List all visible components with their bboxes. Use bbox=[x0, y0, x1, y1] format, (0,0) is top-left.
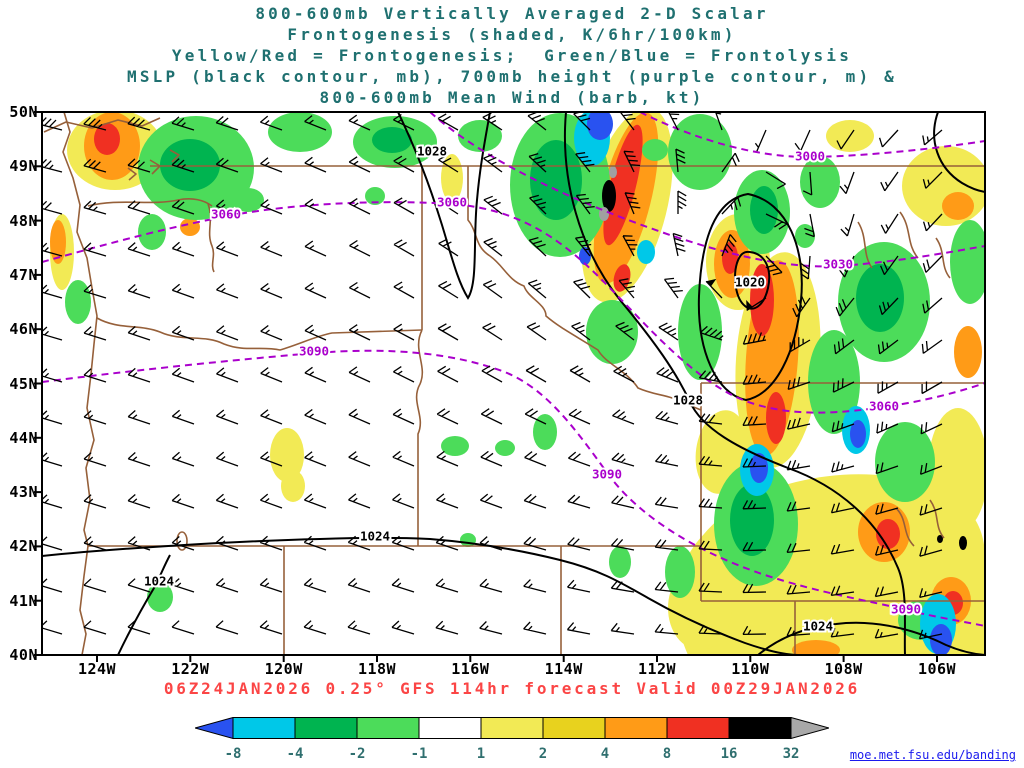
lon-label: 122W bbox=[171, 660, 210, 678]
goose-lake bbox=[176, 531, 188, 551]
title-line: Frontogenesis (shaded, K/6hr/100km) bbox=[287, 25, 737, 44]
lon-label: 112W bbox=[637, 660, 677, 678]
svg-text:4: 4 bbox=[601, 746, 609, 762]
lat-label: 43N bbox=[9, 483, 38, 502]
title-line: MSLP (black contour, mb), 700mb height (… bbox=[127, 67, 897, 86]
svg-text:3000: 3000 bbox=[795, 149, 825, 164]
lat-label: 45N bbox=[9, 374, 38, 393]
lat-label: 49N bbox=[9, 157, 38, 176]
puget-sound bbox=[207, 203, 215, 273]
svg-text:1024: 1024 bbox=[803, 619, 833, 634]
svg-text:-4: -4 bbox=[287, 746, 304, 762]
lon-label: 106W bbox=[917, 660, 957, 678]
lon-label: 124W bbox=[77, 660, 117, 678]
pacific-coastline bbox=[62, 112, 98, 655]
lat-label: 40N bbox=[9, 646, 38, 664]
svg-text:1024: 1024 bbox=[360, 529, 390, 544]
colorbar: -8 -4 -2 -1 1 2 4 8 16 32 bbox=[193, 716, 831, 768]
svg-text:-8: -8 bbox=[225, 746, 242, 762]
lon-label: 114W bbox=[544, 660, 583, 678]
title-line: Yellow/Red = Frontogenesis; Green/Blue =… bbox=[171, 46, 853, 65]
svg-text:3060: 3060 bbox=[869, 399, 899, 414]
lon-label: 118W bbox=[357, 660, 397, 678]
svg-text:3090: 3090 bbox=[299, 344, 329, 359]
contour-labels: 1028 1020 1028 1024 1024 1024 3000 3030 3060 3060… bbox=[142, 142, 923, 636]
colorbar-svg: -8 -4 -2 -1 1 2 4 8 16 32 bbox=[193, 716, 831, 762]
svg-text:1: 1 bbox=[477, 746, 485, 762]
vancouver-island-coast bbox=[43, 117, 161, 133]
lat-label: 42N bbox=[9, 537, 38, 556]
svg-text:3090: 3090 bbox=[592, 467, 622, 482]
id-mt-border bbox=[467, 166, 702, 411]
svg-text:1024: 1024 bbox=[144, 574, 174, 589]
svg-text:3090: 3090 bbox=[891, 602, 921, 617]
forecast-caption: 06Z24JAN2026 0.25° GFS 114hr forecast Va… bbox=[163, 679, 861, 698]
lon-label: 116W bbox=[451, 660, 490, 678]
svg-text:3060: 3060 bbox=[211, 207, 241, 222]
axis-ticks bbox=[34, 111, 938, 662]
svg-text:2: 2 bbox=[539, 746, 547, 762]
lon-label: 120W bbox=[264, 660, 303, 678]
lat-label: 50N bbox=[9, 103, 38, 121]
wind-barbs bbox=[42, 112, 943, 640]
lon-label: 108W bbox=[824, 660, 863, 678]
svg-text:3060: 3060 bbox=[437, 195, 467, 210]
lat-label: 48N bbox=[9, 211, 38, 230]
lat-label: 41N bbox=[9, 591, 38, 610]
svg-text:1028: 1028 bbox=[673, 393, 703, 408]
lat-label: 46N bbox=[9, 320, 38, 339]
title-block: 800-600mb Vertically Averaged 2-D Scalar… bbox=[0, 3, 1024, 108]
svg-text:32: 32 bbox=[783, 746, 800, 762]
svg-text:3030: 3030 bbox=[823, 257, 853, 272]
svg-text:16: 16 bbox=[721, 746, 738, 762]
wa-or-border-columbia bbox=[96, 317, 423, 351]
svg-text:-2: -2 bbox=[349, 746, 366, 762]
svg-text:8: 8 bbox=[663, 746, 671, 762]
height-contours bbox=[42, 112, 985, 627]
or-id-border-snake bbox=[415, 329, 424, 546]
colorado-rivers bbox=[895, 499, 945, 547]
lat-label: 44N bbox=[9, 428, 38, 447]
svg-text:1020: 1020 bbox=[735, 275, 765, 290]
title-line: 800-600mb Vertically Averaged 2-D Scalar bbox=[255, 4, 769, 23]
montana-rivers bbox=[857, 211, 951, 279]
strait-juan-de-fuca bbox=[87, 198, 213, 207]
frontogenesis-shading bbox=[50, 112, 985, 655]
svg-text:1028: 1028 bbox=[417, 144, 447, 159]
title-line: 800-600mb Mean Wind (barb, kt) bbox=[319, 88, 705, 107]
lon-label: 110W bbox=[731, 660, 770, 678]
svg-text:-1: -1 bbox=[411, 746, 428, 762]
lat-label: 47N bbox=[9, 265, 38, 284]
credit-link[interactable]: moe.met.fsu.edu/banding bbox=[849, 748, 1016, 762]
